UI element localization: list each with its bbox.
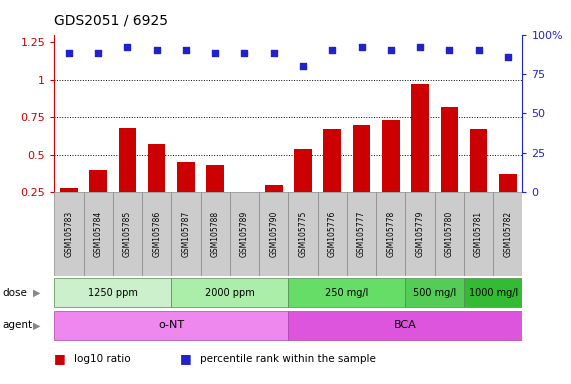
Bar bbox=[60, 187, 78, 230]
Text: GSM105783: GSM105783 bbox=[65, 211, 74, 257]
Text: dose: dose bbox=[3, 288, 28, 298]
Text: GSM105780: GSM105780 bbox=[445, 211, 454, 257]
Point bbox=[182, 46, 191, 53]
Point bbox=[386, 46, 395, 53]
Point bbox=[474, 46, 483, 53]
Bar bbox=[353, 124, 370, 230]
Text: GSM105784: GSM105784 bbox=[94, 211, 103, 257]
Text: ▶: ▶ bbox=[33, 320, 41, 331]
Text: GSM105776: GSM105776 bbox=[328, 211, 337, 257]
Bar bbox=[405, 278, 464, 308]
Text: GSM105788: GSM105788 bbox=[211, 211, 220, 257]
Bar bbox=[464, 278, 522, 308]
Bar bbox=[207, 165, 224, 230]
Bar bbox=[119, 127, 136, 230]
Text: GSM105777: GSM105777 bbox=[357, 211, 366, 257]
Bar bbox=[259, 192, 288, 276]
Bar bbox=[464, 192, 493, 276]
Bar bbox=[347, 192, 376, 276]
Text: GSM105790: GSM105790 bbox=[269, 211, 278, 257]
Text: 2000 ppm: 2000 ppm bbox=[205, 288, 255, 298]
Point bbox=[445, 46, 454, 53]
Text: 500 mg/l: 500 mg/l bbox=[413, 288, 456, 298]
Point bbox=[299, 63, 308, 69]
Bar bbox=[435, 192, 464, 276]
Bar bbox=[405, 192, 435, 276]
Point bbox=[94, 50, 103, 56]
Point bbox=[416, 43, 425, 50]
Bar bbox=[441, 106, 458, 230]
Bar bbox=[376, 192, 405, 276]
Text: agent: agent bbox=[3, 320, 33, 331]
Bar bbox=[200, 192, 230, 276]
Text: BCA: BCA bbox=[394, 320, 417, 331]
Bar bbox=[54, 192, 83, 276]
Bar bbox=[493, 192, 522, 276]
Bar bbox=[323, 129, 341, 230]
Bar bbox=[230, 192, 259, 276]
Text: 1000 mg/l: 1000 mg/l bbox=[469, 288, 518, 298]
Text: percentile rank within the sample: percentile rank within the sample bbox=[200, 354, 376, 364]
Bar bbox=[54, 278, 171, 308]
Bar bbox=[113, 192, 142, 276]
Text: ■: ■ bbox=[180, 353, 192, 366]
Point bbox=[503, 54, 512, 60]
Bar bbox=[470, 129, 488, 230]
Text: GSM105775: GSM105775 bbox=[299, 211, 308, 257]
Point bbox=[152, 46, 161, 53]
Bar bbox=[177, 162, 195, 230]
Text: GSM105778: GSM105778 bbox=[386, 211, 395, 257]
Text: 1250 ppm: 1250 ppm bbox=[88, 288, 138, 298]
Point bbox=[269, 50, 278, 56]
Point bbox=[357, 43, 366, 50]
Bar bbox=[288, 311, 522, 340]
Bar bbox=[54, 311, 288, 340]
Text: log10 ratio: log10 ratio bbox=[74, 354, 131, 364]
Point bbox=[65, 50, 74, 56]
Bar bbox=[382, 120, 400, 230]
Bar bbox=[171, 192, 200, 276]
Text: GSM105782: GSM105782 bbox=[503, 211, 512, 257]
Text: GSM105789: GSM105789 bbox=[240, 211, 249, 257]
Bar bbox=[171, 278, 288, 308]
Bar bbox=[288, 192, 317, 276]
Point bbox=[123, 43, 132, 50]
Text: ■: ■ bbox=[54, 353, 66, 366]
Text: GSM105787: GSM105787 bbox=[182, 211, 191, 257]
Point bbox=[328, 46, 337, 53]
Bar bbox=[265, 184, 283, 230]
Point bbox=[240, 50, 249, 56]
Text: GSM105785: GSM105785 bbox=[123, 211, 132, 257]
Bar bbox=[499, 174, 517, 230]
Text: GSM105786: GSM105786 bbox=[152, 211, 161, 257]
Bar bbox=[236, 197, 254, 230]
Text: 250 mg/l: 250 mg/l bbox=[325, 288, 368, 298]
Text: GDS2051 / 6925: GDS2051 / 6925 bbox=[54, 13, 168, 27]
Text: o-NT: o-NT bbox=[158, 320, 184, 331]
Bar bbox=[142, 192, 171, 276]
Text: GSM105781: GSM105781 bbox=[474, 211, 483, 257]
Bar bbox=[288, 278, 405, 308]
Bar bbox=[411, 84, 429, 230]
Point bbox=[211, 50, 220, 56]
Bar bbox=[294, 149, 312, 230]
Bar bbox=[83, 192, 112, 276]
Text: ▶: ▶ bbox=[33, 288, 41, 298]
Bar bbox=[148, 144, 166, 230]
Bar bbox=[317, 192, 347, 276]
Text: GSM105779: GSM105779 bbox=[416, 211, 425, 257]
Bar bbox=[89, 169, 107, 230]
